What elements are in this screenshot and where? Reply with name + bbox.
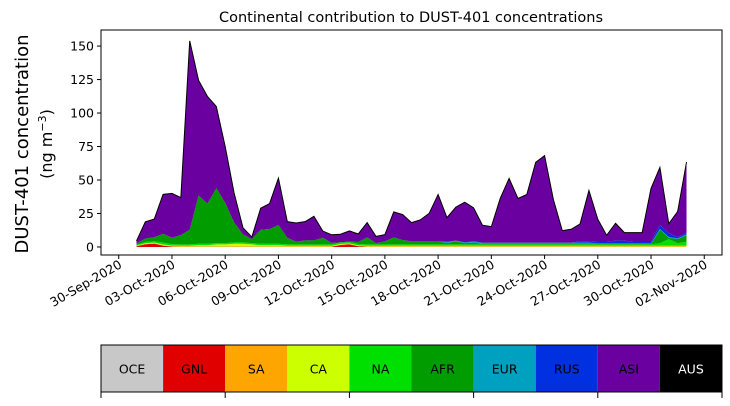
y-tick-label: 50 bbox=[78, 173, 94, 188]
area-asi bbox=[136, 40, 687, 244]
legend-label-aus: AUS bbox=[678, 362, 704, 377]
y-axis-label-line1: DUST-401 concentration bbox=[12, 34, 33, 253]
legend-swatch-asi bbox=[597, 345, 660, 392]
legend-label-oce: OCE bbox=[119, 362, 146, 377]
legend-swatch-sa bbox=[225, 345, 288, 392]
legend-swatch-gnl bbox=[163, 345, 226, 392]
legend-swatch-oce bbox=[101, 345, 164, 392]
y-axis-label-unit-exponent: −3 bbox=[36, 115, 49, 131]
area-na bbox=[136, 239, 687, 246]
y-axis-label-line2: (ng m−3) bbox=[36, 109, 57, 179]
x-axis-ticks: 30-Sep-202003-Oct-202006-Oct-202009-Oct-… bbox=[47, 255, 710, 310]
plot-frame bbox=[100, 29, 723, 256]
legend-label-sa: SA bbox=[248, 362, 265, 377]
stacked-areas bbox=[136, 40, 687, 247]
legend: OCE GNL SA CA NA AFR EUR RUS ASI AUS bbox=[100, 344, 723, 398]
y-axis-label-unit-prefix: (ng m bbox=[37, 132, 56, 179]
y-axis-label: DUST-401 concentration (ng m−3) bbox=[12, 34, 56, 253]
legend-label-eur: EUR bbox=[492, 362, 518, 377]
legend-label-ca: CA bbox=[310, 362, 328, 377]
legend-swatch-ca bbox=[287, 345, 350, 392]
y-tick-label: 25 bbox=[78, 206, 94, 221]
legend-swatch-afr bbox=[411, 345, 474, 392]
y-tick-label: 75 bbox=[78, 139, 94, 154]
y-axis-label-unit-suffix: ) bbox=[37, 109, 56, 115]
legend-swatch-rus bbox=[535, 345, 598, 392]
legend-frame bbox=[100, 344, 723, 393]
area-ca bbox=[136, 242, 687, 247]
area-afr bbox=[136, 188, 687, 245]
y-tick-label: 100 bbox=[70, 106, 94, 121]
legend-swatch-eur bbox=[473, 345, 536, 392]
y-tick-label: 125 bbox=[70, 72, 94, 87]
legend-label-na: NA bbox=[371, 362, 389, 377]
legend-swatch-aus bbox=[659, 345, 722, 392]
legend-label-asi: ASI bbox=[619, 362, 639, 377]
total-outline bbox=[136, 40, 688, 242]
legend-label-rus: RUS bbox=[554, 362, 580, 377]
chart-title: Continental contribution to DUST-401 con… bbox=[219, 10, 603, 26]
legend-swatch-na bbox=[349, 345, 412, 392]
legend-label-afr: AFR bbox=[430, 362, 455, 377]
y-axis-ticks: 0 25 50 75 100 125 150 bbox=[70, 39, 101, 254]
legend-label-gnl: GNL bbox=[181, 362, 207, 377]
y-tick-label: 0 bbox=[86, 239, 94, 254]
y-tick-label: 150 bbox=[70, 39, 94, 54]
